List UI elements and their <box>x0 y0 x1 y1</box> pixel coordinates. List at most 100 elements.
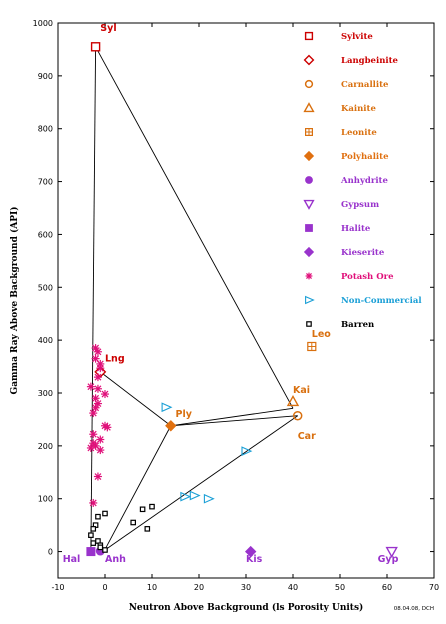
x-tick-label: 10 <box>147 583 157 592</box>
legend-label-kainite: Kainite <box>341 104 376 114</box>
point-barren <box>90 526 97 532</box>
point-potash-ore <box>96 446 105 455</box>
point-non-commercial <box>241 446 253 456</box>
series-barren <box>88 503 155 553</box>
series-halite <box>86 547 96 557</box>
legend-label-barren: Barren <box>341 320 374 330</box>
legend-label-gypsum: Gypsum <box>341 200 379 210</box>
legend-item-sylvite: Sylvite <box>304 31 373 42</box>
y-tick-label: 300 <box>38 389 53 398</box>
legend-item-barren: Barren <box>306 320 374 330</box>
point-barren <box>97 544 104 551</box>
series-carnallite <box>292 410 303 421</box>
legend-marker-anhydrite <box>305 176 313 184</box>
legend-marker-gypsum <box>303 199 315 210</box>
point-potash-ore <box>93 347 102 356</box>
x-tick-label: 20 <box>194 583 204 592</box>
x-tick-label: 0 <box>102 583 107 592</box>
x-tick-label: 40 <box>288 583 298 592</box>
point-barren <box>90 540 97 546</box>
tie-line <box>104 425 172 550</box>
point-potash-ore-stroke-d2 <box>92 355 100 363</box>
point-potash-ore-stroke-d2 <box>94 373 102 381</box>
legend-item-anhydrite: Anhydrite <box>305 176 388 186</box>
credit-text: 08.04.08, DCH <box>394 606 434 612</box>
x-tick-label: 50 <box>335 583 345 592</box>
point-carnallite <box>292 410 303 421</box>
point-potash-ore-stroke-d2 <box>96 436 104 443</box>
point-potash-ore-stroke-d2 <box>92 394 100 402</box>
tie-line <box>170 415 298 427</box>
point-label-ply: Ply <box>176 409 193 420</box>
legend-label-non-commercial: Non-Commercial <box>341 296 422 306</box>
point-potash-ore <box>86 443 95 452</box>
point-potash-ore <box>91 394 100 403</box>
point-barren <box>139 506 146 513</box>
y-tick-label: 900 <box>38 72 53 81</box>
point-potash-ore-stroke-d2 <box>96 446 104 454</box>
point-potash-ore <box>89 409 98 418</box>
point-potash-ore-stroke-d2 <box>101 390 109 398</box>
legend-item-kainite: Kainite <box>303 102 376 114</box>
point-barren <box>95 513 101 520</box>
legend-marker-barren <box>306 321 312 327</box>
legend-item-leonite: Leonite <box>305 128 377 138</box>
legend-label-polyhalite: Polyhalite <box>341 152 389 162</box>
point-potash-ore-stroke-d2 <box>89 430 97 438</box>
point-non-commercial <box>180 491 192 502</box>
point-non-commercial <box>203 493 215 504</box>
tie-line <box>95 46 294 409</box>
legend-item-langbeinite: Langbeinite <box>303 54 399 66</box>
point-label-gyp: Gyp <box>378 554 399 565</box>
point-non-commercial <box>189 490 201 501</box>
legend-item-non-commercial: Non-Commercial <box>305 295 422 306</box>
point-barren <box>144 526 151 532</box>
legend-marker-polyhalite <box>303 150 315 162</box>
legend-marker-langbeinite <box>303 54 315 66</box>
point-label-syl: Syl <box>100 23 116 34</box>
point-potash-ore-stroke-d2 <box>87 444 95 452</box>
series-leonite <box>307 341 317 352</box>
series-kainite <box>286 395 300 407</box>
legend-marker-non-commercial <box>305 295 315 305</box>
point-kieserite <box>244 545 257 558</box>
point-potash-ore-stroke-d2 <box>94 348 102 356</box>
legend-item-gypsum: Gypsum <box>303 199 379 210</box>
point-kainite <box>286 395 300 407</box>
point-potash-ore-stroke-d2 <box>103 423 111 431</box>
legend-label-carnallite: Carnallite <box>341 80 389 90</box>
point-potash-ore <box>89 498 98 507</box>
y-tick-label: 800 <box>38 125 53 134</box>
legend-label-anhydrite: Anhydrite <box>340 176 388 186</box>
legend-label-leonite: Leonite <box>341 128 377 138</box>
y-tick-label: 1000 <box>33 19 53 28</box>
series-kieserite <box>244 545 257 558</box>
y-tick-label: 0 <box>48 548 53 557</box>
legend-label-potash-ore: Potash Ore <box>341 272 394 282</box>
x-axis-title: Neutron Above Background (ls Porosity Un… <box>129 602 364 613</box>
x-tick-label: 60 <box>382 583 392 592</box>
point-label-kis: Kis <box>246 554 263 565</box>
point-potash-ore-stroke-d2 <box>89 409 97 417</box>
point-halite <box>86 547 96 557</box>
tick-marks: -10 0 10 20 30 40 50 60 700100200300400500600700… <box>33 19 439 592</box>
y-tick-label: 600 <box>38 230 53 239</box>
y-tick-label: 500 <box>38 283 53 292</box>
series-sylvite <box>90 42 101 52</box>
y-tick-label: 100 <box>38 495 53 504</box>
point-barren <box>149 503 155 510</box>
tie-line <box>104 415 298 551</box>
legend-marker-kainite <box>303 102 315 113</box>
point-labels: Syl Lng Kai Leo Ply Car Hal Anh Kis Gyp <box>63 23 399 565</box>
tie-line <box>170 407 294 427</box>
point-barren <box>88 532 94 538</box>
data-points <box>86 42 398 559</box>
point-potash-ore <box>86 382 95 391</box>
point-potash-ore-stroke-d2 <box>96 364 104 372</box>
series-potash-ore <box>86 344 112 507</box>
legend-marker-potash-ore <box>305 272 313 280</box>
point-potash-ore <box>93 384 102 393</box>
point-label-hal: Hal <box>63 554 81 565</box>
point-potash-ore <box>103 423 112 432</box>
tie-lines <box>90 46 298 551</box>
